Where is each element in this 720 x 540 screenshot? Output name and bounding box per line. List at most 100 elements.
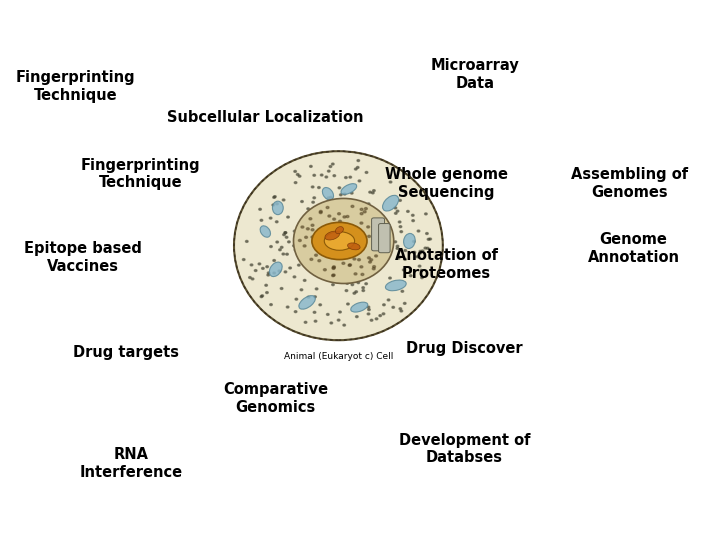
Circle shape <box>382 241 384 242</box>
Circle shape <box>370 259 373 261</box>
Circle shape <box>287 216 289 218</box>
Ellipse shape <box>348 243 360 250</box>
Circle shape <box>314 320 317 322</box>
Circle shape <box>298 247 301 249</box>
Circle shape <box>337 319 340 321</box>
Circle shape <box>398 221 401 223</box>
Circle shape <box>382 313 384 315</box>
Circle shape <box>360 213 363 215</box>
Ellipse shape <box>382 195 399 211</box>
Circle shape <box>387 299 390 301</box>
Circle shape <box>364 211 366 213</box>
Circle shape <box>260 219 263 221</box>
Circle shape <box>267 272 270 274</box>
Circle shape <box>338 220 341 222</box>
Circle shape <box>313 197 315 199</box>
Circle shape <box>346 215 349 218</box>
Ellipse shape <box>341 184 356 194</box>
Circle shape <box>358 180 361 182</box>
Circle shape <box>402 269 405 271</box>
Circle shape <box>337 207 340 210</box>
Circle shape <box>293 230 296 232</box>
Circle shape <box>293 276 296 278</box>
Circle shape <box>284 232 287 234</box>
Circle shape <box>310 252 312 254</box>
Circle shape <box>338 187 341 189</box>
Circle shape <box>287 241 290 243</box>
Text: Animal (Eukaryot c) Cell: Animal (Eukaryot c) Cell <box>284 352 393 361</box>
Circle shape <box>400 310 402 312</box>
Circle shape <box>335 235 338 237</box>
Circle shape <box>396 245 399 247</box>
Circle shape <box>326 313 329 315</box>
Circle shape <box>344 276 346 279</box>
Circle shape <box>300 289 302 291</box>
Circle shape <box>369 251 372 252</box>
Circle shape <box>292 245 295 247</box>
Circle shape <box>365 283 367 285</box>
Circle shape <box>413 251 415 253</box>
Circle shape <box>353 258 356 260</box>
Circle shape <box>410 275 412 276</box>
Circle shape <box>329 207 332 208</box>
Circle shape <box>355 291 358 293</box>
Circle shape <box>333 266 336 268</box>
Circle shape <box>373 190 375 192</box>
Circle shape <box>341 240 343 242</box>
Circle shape <box>373 266 376 268</box>
Ellipse shape <box>385 280 406 291</box>
Text: Drug Discover: Drug Discover <box>406 341 523 356</box>
Circle shape <box>358 275 360 278</box>
Circle shape <box>328 271 330 272</box>
Circle shape <box>280 246 283 248</box>
Circle shape <box>392 306 395 308</box>
Circle shape <box>420 269 423 271</box>
Circle shape <box>312 248 315 251</box>
Circle shape <box>283 234 285 235</box>
Circle shape <box>320 211 323 213</box>
Circle shape <box>358 259 361 261</box>
Circle shape <box>329 166 332 167</box>
Circle shape <box>354 273 357 275</box>
Ellipse shape <box>325 231 340 240</box>
Text: Fingerprinting
Technique: Fingerprinting Technique <box>16 70 135 103</box>
Circle shape <box>312 247 314 249</box>
Circle shape <box>404 259 406 260</box>
Circle shape <box>336 239 339 241</box>
Circle shape <box>366 226 369 228</box>
Text: Drug targets: Drug targets <box>73 345 179 360</box>
Circle shape <box>326 206 329 208</box>
Circle shape <box>384 247 386 249</box>
Circle shape <box>303 279 306 281</box>
Circle shape <box>332 274 335 276</box>
Circle shape <box>343 324 346 326</box>
Text: Fingerprinting
Technique: Fingerprinting Technique <box>81 158 200 190</box>
Circle shape <box>357 271 360 272</box>
Circle shape <box>343 193 346 195</box>
Circle shape <box>311 236 314 238</box>
Circle shape <box>332 284 334 286</box>
Circle shape <box>429 238 431 240</box>
Circle shape <box>356 205 359 207</box>
Circle shape <box>380 242 383 244</box>
Text: Genome
Annotation: Genome Annotation <box>588 232 680 265</box>
Circle shape <box>369 261 372 263</box>
Circle shape <box>330 322 333 324</box>
Text: Anotation of
Proteomes: Anotation of Proteomes <box>395 248 498 281</box>
Circle shape <box>354 247 357 249</box>
Circle shape <box>320 174 323 176</box>
Circle shape <box>273 197 275 198</box>
Circle shape <box>426 247 429 249</box>
Circle shape <box>427 238 430 240</box>
Circle shape <box>266 292 269 294</box>
Circle shape <box>274 195 276 198</box>
Circle shape <box>318 186 320 188</box>
Circle shape <box>348 264 351 266</box>
Circle shape <box>338 311 341 313</box>
Circle shape <box>382 304 385 306</box>
Circle shape <box>367 306 370 308</box>
Circle shape <box>270 246 272 247</box>
Circle shape <box>372 192 374 194</box>
Circle shape <box>356 273 359 275</box>
Circle shape <box>251 264 253 266</box>
